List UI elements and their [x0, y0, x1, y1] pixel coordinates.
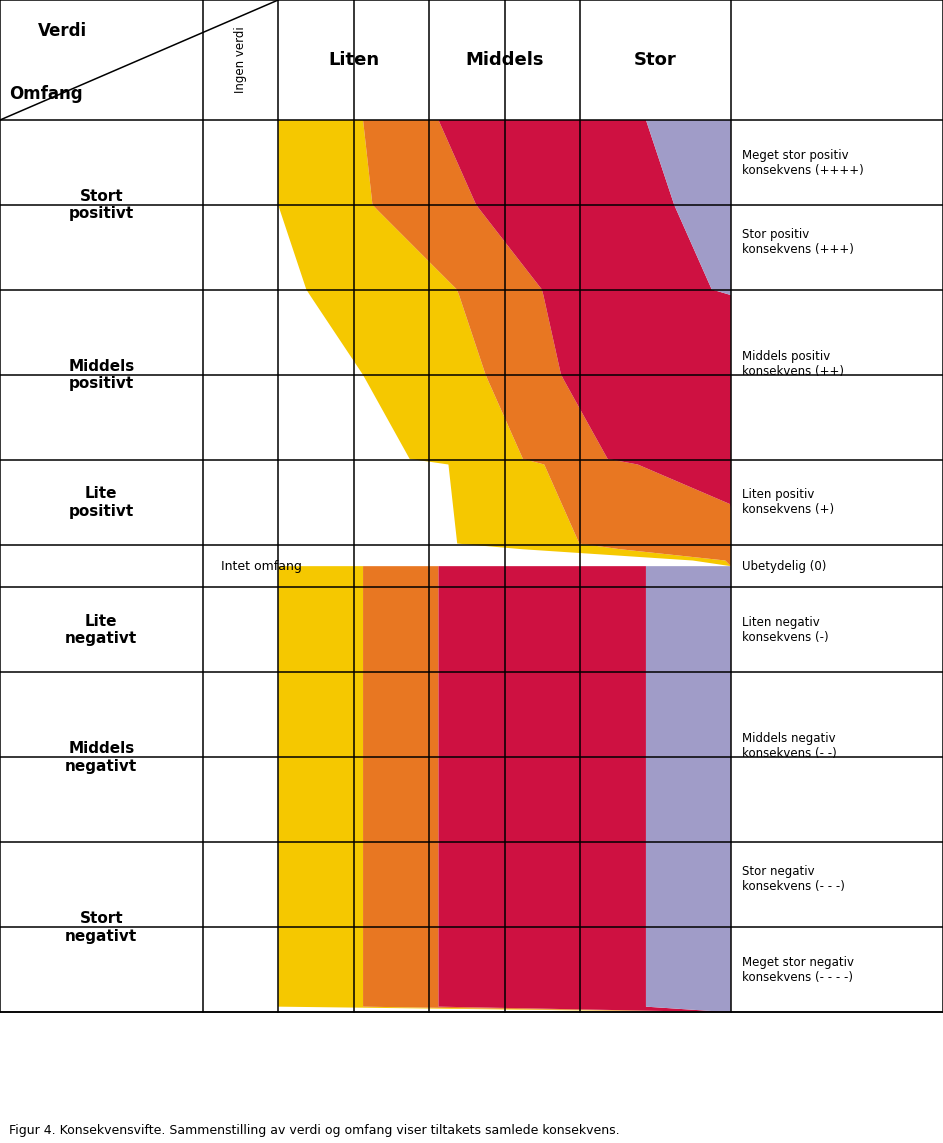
Text: Figur 4. Konsekvensvifte. Sammenstilling av verdi og omfang viser tiltakets saml: Figur 4. Konsekvensvifte. Sammenstilling…	[9, 1125, 620, 1137]
Text: Stor negativ
konsekvens (- - -): Stor negativ konsekvens (- - -)	[742, 865, 845, 893]
Text: Ingen verdi: Ingen verdi	[234, 26, 247, 94]
Text: Lite
positivt: Lite positivt	[69, 486, 134, 519]
Text: Ubetydelig (0): Ubetydelig (0)	[742, 560, 826, 573]
Text: Middels
positivt: Middels positivt	[68, 359, 135, 391]
Polygon shape	[646, 566, 731, 1013]
Text: Middels positiv
konsekvens (++): Middels positiv konsekvens (++)	[742, 350, 844, 377]
Text: Stor: Stor	[634, 51, 677, 69]
Text: Intet omfang: Intet omfang	[222, 560, 302, 573]
Text: Liten negativ
konsekvens (-): Liten negativ konsekvens (-)	[742, 616, 829, 644]
Text: Omfang: Omfang	[9, 86, 83, 103]
Polygon shape	[646, 120, 731, 566]
Text: Meget stor negativ
konsekvens (- - - -): Meget stor negativ konsekvens (- - - -)	[742, 956, 854, 984]
Text: Middels: Middels	[465, 51, 544, 69]
Polygon shape	[278, 566, 731, 1013]
Text: Stor positiv
konsekvens (+++): Stor positiv konsekvens (+++)	[742, 227, 854, 256]
Polygon shape	[438, 120, 731, 566]
Text: Middels negativ
konsekvens (- -): Middels negativ konsekvens (- -)	[742, 732, 836, 760]
Polygon shape	[438, 566, 731, 1013]
Text: Meget stor positiv
konsekvens (++++): Meget stor positiv konsekvens (++++)	[742, 149, 864, 176]
Text: Liten: Liten	[328, 51, 379, 69]
Text: Stort
negativt: Stort negativt	[65, 911, 138, 943]
Text: Liten positiv
konsekvens (+): Liten positiv konsekvens (+)	[742, 488, 835, 517]
Polygon shape	[278, 120, 731, 566]
Text: Verdi: Verdi	[38, 23, 87, 40]
Text: Stort
positivt: Stort positivt	[69, 189, 134, 222]
Polygon shape	[363, 120, 731, 566]
Polygon shape	[363, 566, 731, 1013]
Text: Middels
negativt: Middels negativt	[65, 741, 138, 774]
Text: Lite
negativt: Lite negativt	[65, 614, 138, 646]
